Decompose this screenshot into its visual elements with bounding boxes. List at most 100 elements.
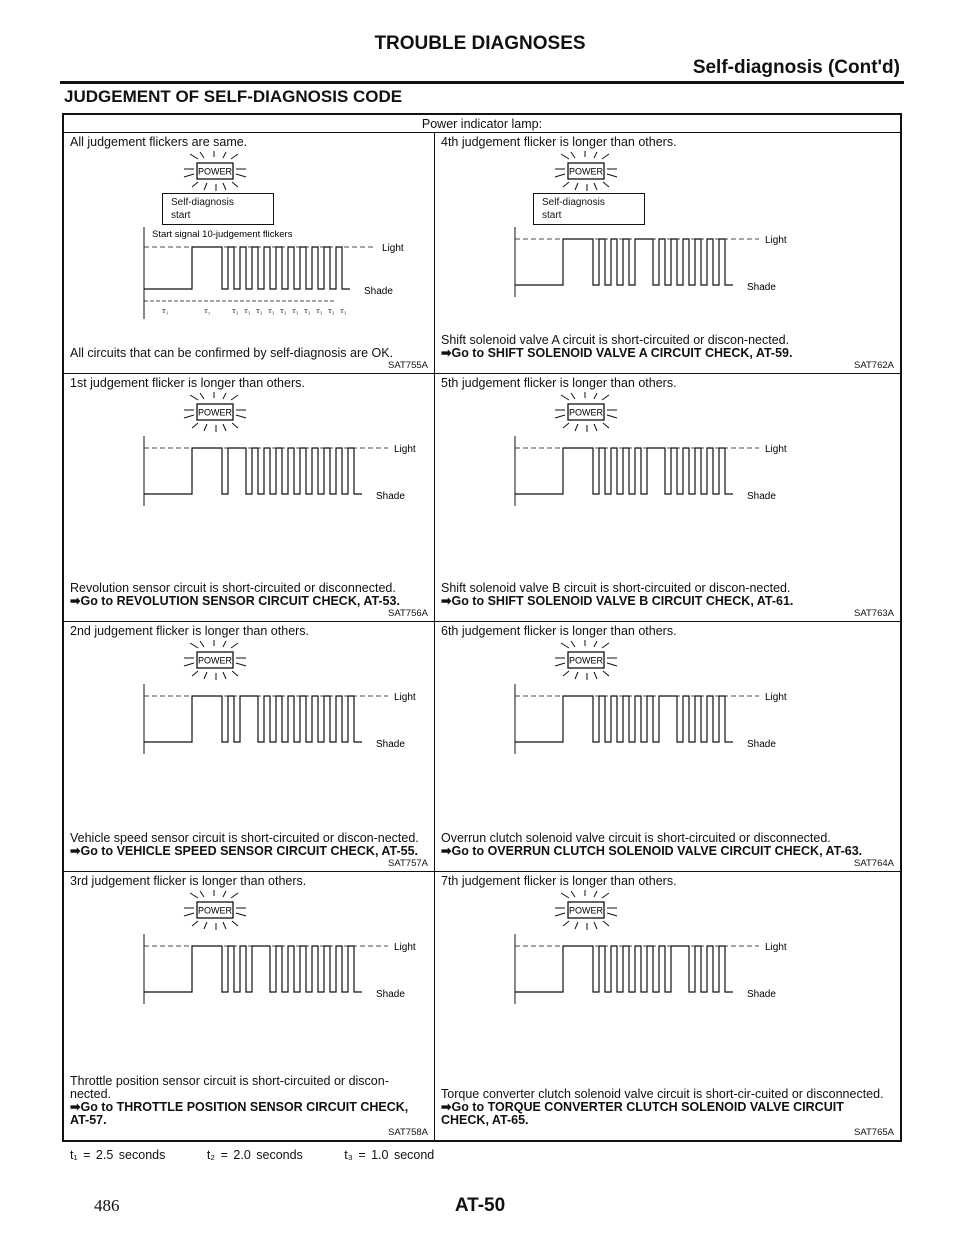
goto-instruction[interactable]: ➡Go to SHIFT SOLENOID VALVE B CIRCUIT CH… — [441, 594, 794, 608]
start-signal-label: Start signal 10-judgement flickers — [152, 229, 293, 240]
figure-code: SAT762A — [854, 360, 894, 371]
judgement-title: 5th judgement flicker is longer than oth… — [441, 376, 677, 390]
waveform: Light Shade — [140, 684, 440, 757]
start-label: start — [542, 210, 562, 221]
flicker-waveform: Light Shade — [143, 436, 416, 506]
self-diagnosis-start-box: Self-diagnosis start — [533, 193, 645, 225]
judgement-description: Throttle position sensor circuit is shor… — [70, 1075, 428, 1127]
self-diagnosis-start-box: Self-diagnosis start — [162, 193, 274, 225]
power-label: POWER — [569, 656, 604, 666]
waveform: Light Shade Start signal 10-judgement flic… — [140, 227, 440, 322]
judgement-title: 7th judgement flicker is longer than oth… — [441, 874, 677, 888]
light-label: Light — [765, 942, 787, 953]
timing-mark: T₃ — [304, 308, 310, 315]
judgement-title: 6th judgement flicker is longer than oth… — [441, 624, 677, 638]
judgement-figure: POWER Light Shade — [441, 638, 894, 832]
waveform-line — [144, 695, 362, 743]
judgement-figure: POWER Self-diagnosis start Light Shade Start … — [70, 149, 428, 347]
judgement-description: Torque converter clutch solenoid valve c… — [441, 1088, 894, 1127]
light-label: Light — [765, 444, 787, 455]
power-lamp-icon: POWER — [183, 640, 247, 680]
waveform: Light Shade — [511, 934, 811, 1007]
timing-mark: T₃ — [328, 308, 334, 315]
judgement-description: Shift solenoid valve B circuit is short-… — [441, 582, 894, 608]
judgement-figure: POWER Light Shade — [441, 888, 894, 1088]
judgement-cell: 5th judgement flicker is longer than oth… — [435, 374, 900, 622]
flicker-waveform: Light Shade — [514, 684, 787, 754]
self-diag-label: Self-diagnosis — [171, 197, 234, 208]
judgement-cell: 3rd judgement flicker is longer than oth… — [64, 872, 435, 1140]
goto-instruction[interactable]: ➡Go to THROTTLE POSITION SENSOR CIRCUIT … — [70, 1100, 409, 1127]
goto-instruction[interactable]: ➡Go to SHIFT SOLENOID VALVE A CIRCUIT CH… — [441, 346, 793, 360]
light-label: Light — [394, 692, 416, 703]
waveform-line — [144, 246, 350, 290]
timing-mark: T₃ — [268, 308, 274, 315]
flicker-waveform: Light Shade — [143, 934, 416, 1004]
t2-value: t₂ = 2.0 seconds — [206, 1148, 303, 1162]
timing-mark: T₁ — [162, 308, 168, 315]
judgement-figure: POWER Light Shade — [70, 638, 428, 832]
power-label: POWER — [569, 906, 604, 916]
judgement-title: 1st judgement flicker is longer than oth… — [70, 376, 305, 390]
power-lamp-icon: POWER — [554, 151, 618, 191]
description-text: Overrun clutch solenoid valve circuit is… — [441, 831, 831, 845]
flicker-waveform: Light Shade — [514, 436, 787, 506]
judgement-title: All judgement flickers are same. — [70, 135, 248, 149]
power-label: POWER — [198, 906, 233, 916]
figure-code: SAT765A — [854, 1127, 894, 1138]
flicker-waveform: Light Shade Start signal 10-judgement flic… — [143, 227, 404, 319]
shade-label: Shade — [376, 491, 405, 502]
waveform: Light Shade — [140, 436, 440, 509]
timing-mark: T₃ — [316, 308, 322, 315]
light-label: Light — [765, 692, 787, 703]
shade-label: Shade — [376, 739, 405, 750]
judgement-grid: All judgement flickers are same. POWER Sel… — [64, 133, 900, 1140]
power-lamp-icon: POWER — [183, 151, 247, 191]
judgement-description: All circuits that can be confirmed by se… — [70, 347, 428, 360]
goto-instruction[interactable]: ➡Go to OVERRUN CLUTCH SOLENOID VALVE CIR… — [441, 844, 863, 858]
waveform: Light Shade — [140, 934, 440, 1007]
judgement-title: 3rd judgement flicker is longer than oth… — [70, 874, 307, 888]
light-label: Light — [394, 942, 416, 953]
waveform-line — [515, 695, 733, 743]
judgement-cell: 2nd judgement flicker is longer than oth… — [64, 622, 435, 872]
judgement-description: Shift solenoid valve A circuit is short-… — [441, 334, 894, 360]
timing-mark: T₂ — [204, 308, 210, 315]
table-header: Power indicator lamp: — [64, 115, 900, 133]
judgement-cell: 4th judgement flicker is longer than oth… — [435, 133, 900, 374]
judgement-description: Overrun clutch solenoid valve circuit is… — [441, 832, 894, 858]
light-label: Light — [382, 243, 404, 254]
waveform-line — [515, 238, 733, 286]
goto-instruction[interactable]: ➡Go to REVOLUTION SENSOR CIRCUIT CHECK, … — [70, 594, 400, 608]
power-lamp: POWER — [541, 151, 631, 191]
waveform: Light Shade — [511, 684, 811, 757]
judgement-description: Vehicle speed sensor circuit is short-ci… — [70, 832, 428, 858]
power-lamp-icon: POWER — [554, 640, 618, 680]
waveform: Light Shade — [511, 436, 811, 509]
shade-label: Shade — [364, 286, 393, 297]
description-text: Shift solenoid valve A circuit is short-… — [441, 333, 790, 347]
goto-instruction[interactable]: ➡Go to TORQUE CONVERTER CLUTCH SOLENOID … — [441, 1100, 844, 1127]
goto-instruction[interactable]: ➡Go to VEHICLE SPEED SENSOR CIRCUIT CHEC… — [70, 844, 419, 858]
flicker-waveform: Light Shade — [514, 934, 787, 1004]
power-label: POWER — [198, 656, 233, 666]
header-rule — [60, 81, 904, 84]
timing-mark: T₃ — [280, 308, 286, 315]
power-label: POWER — [569, 408, 604, 418]
waveform-line — [515, 945, 733, 993]
figure-code: SAT756A — [388, 608, 428, 619]
power-lamp: POWER — [541, 890, 631, 930]
judgement-figure: POWER Self-diagnosis start Light Shade — [441, 149, 894, 334]
t3-value: t₃ = 1.0 second — [344, 1148, 435, 1162]
power-label: POWER — [569, 167, 604, 177]
waveform-line — [515, 447, 733, 495]
timing-mark: T₃ — [292, 308, 298, 315]
timing-mark: T₃ — [232, 308, 238, 315]
waveform: Light Shade — [511, 227, 811, 300]
light-label: Light — [394, 444, 416, 455]
timing-legend: t₁ = 2.5 seconds t₂ = 2.0 seconds t₃ = 1… — [70, 1148, 470, 1163]
figure-code: SAT758A — [388, 1127, 428, 1138]
judgement-cell: 1st judgement flicker is longer than oth… — [64, 374, 435, 622]
power-lamp-icon: POWER — [554, 890, 618, 930]
judgement-cell: 7th judgement flicker is longer than oth… — [435, 872, 900, 1140]
